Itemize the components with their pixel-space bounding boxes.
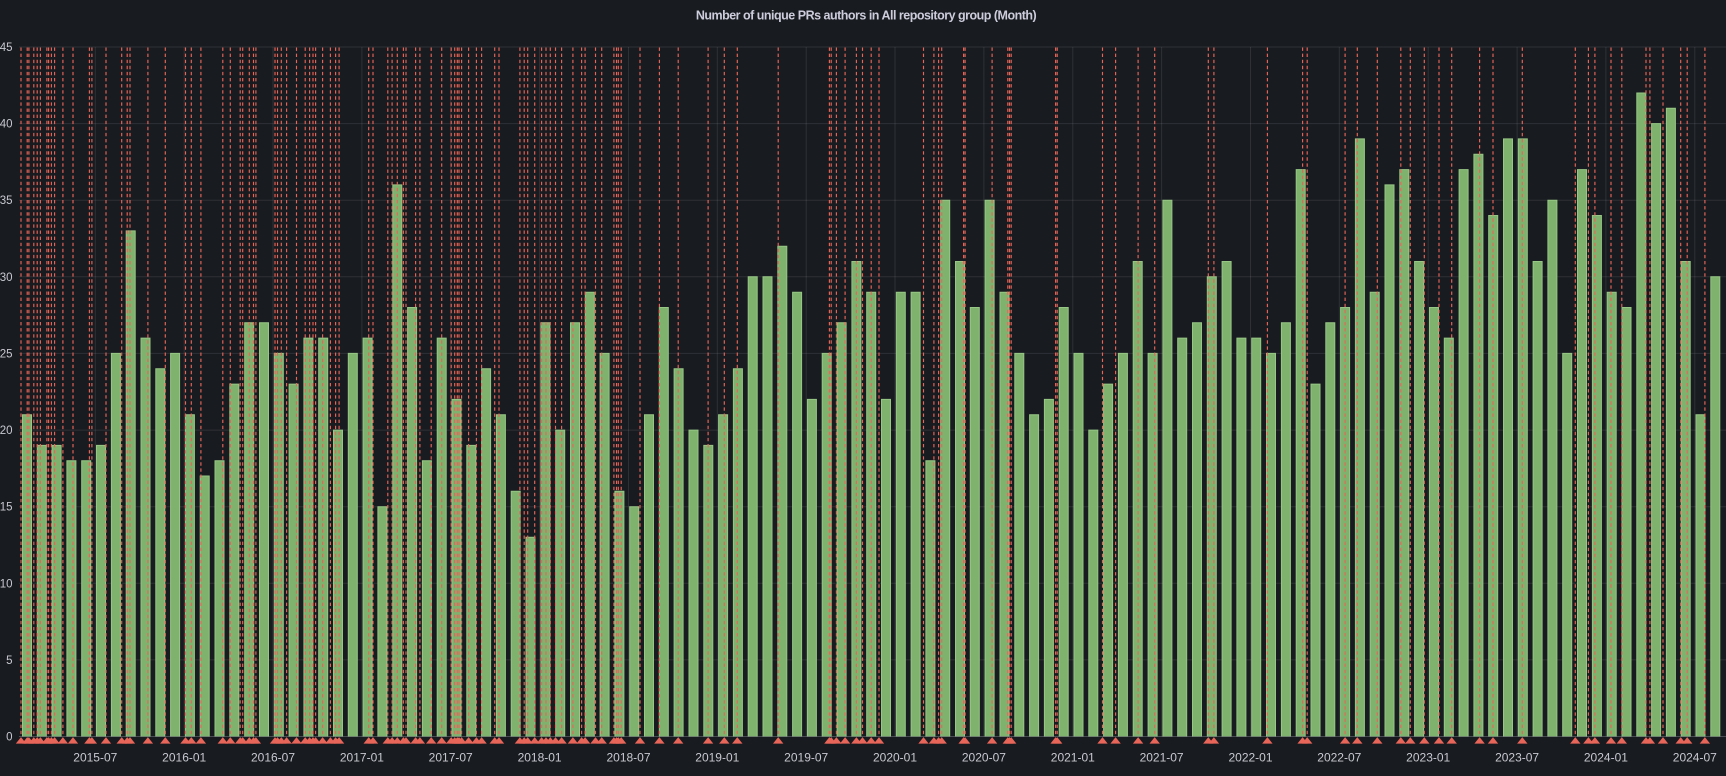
svg-text:2017-07: 2017-07 <box>429 751 473 765</box>
svg-text:2018-01: 2018-01 <box>518 751 562 765</box>
svg-text:2021-01: 2021-01 <box>1051 751 1095 765</box>
svg-text:2022-07: 2022-07 <box>1317 751 1361 765</box>
svg-text:2024-01: 2024-01 <box>1584 751 1628 765</box>
svg-text:2018-07: 2018-07 <box>606 751 650 765</box>
svg-text:2023-01: 2023-01 <box>1406 751 1450 765</box>
svg-text:2019-01: 2019-01 <box>695 751 739 765</box>
svg-text:20: 20 <box>0 425 13 437</box>
svg-text:10: 10 <box>0 578 13 590</box>
svg-text:2016-07: 2016-07 <box>251 751 295 765</box>
svg-text:35: 35 <box>0 195 13 207</box>
svg-text:2022-01: 2022-01 <box>1228 751 1272 765</box>
svg-text:2024-07: 2024-07 <box>1673 751 1717 765</box>
svg-text:2017-01: 2017-01 <box>340 751 384 765</box>
svg-text:2016-01: 2016-01 <box>162 751 206 765</box>
svg-text:25: 25 <box>0 348 13 360</box>
svg-text:2020-07: 2020-07 <box>962 751 1006 765</box>
svg-text:2015-07: 2015-07 <box>73 751 117 765</box>
svg-text:15: 15 <box>0 502 13 514</box>
svg-text:2021-07: 2021-07 <box>1140 751 1184 765</box>
svg-text:2019-07: 2019-07 <box>784 751 828 765</box>
svg-text:2020-01: 2020-01 <box>873 751 917 765</box>
svg-text:45: 45 <box>0 42 13 54</box>
svg-text:5: 5 <box>6 655 12 667</box>
svg-text:Number of unique PRs authors i: Number of unique PRs authors in All repo… <box>696 9 1037 23</box>
svg-text:30: 30 <box>0 272 13 284</box>
svg-text:40: 40 <box>0 119 13 131</box>
svg-text:2023-07: 2023-07 <box>1495 751 1539 765</box>
svg-text:0: 0 <box>6 732 12 744</box>
